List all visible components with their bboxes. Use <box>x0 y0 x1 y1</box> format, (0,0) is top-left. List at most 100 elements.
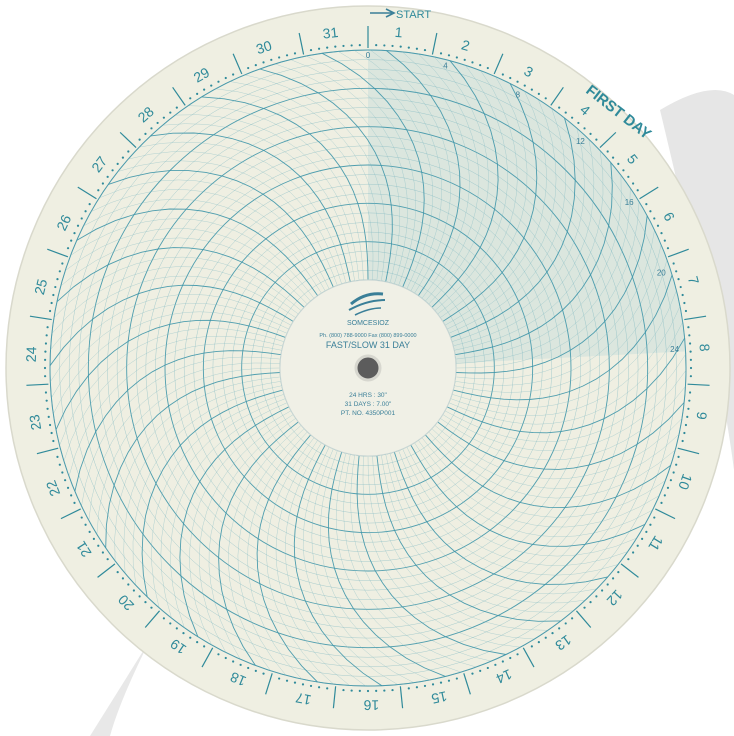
grid-arc <box>99 179 330 290</box>
grid-circle <box>155 155 581 581</box>
day-tick <box>29 315 52 321</box>
rim-dot <box>224 656 227 660</box>
grid-circle <box>174 174 562 562</box>
rim-dot <box>423 48 427 52</box>
grid-circle <box>193 193 543 543</box>
grid-arc <box>50 275 296 350</box>
day-number: 24 <box>23 346 40 362</box>
rim-dot <box>54 285 57 289</box>
rim-dot <box>46 326 49 329</box>
day-tick <box>172 86 186 106</box>
rim-dot <box>672 471 675 474</box>
rim-dot <box>56 278 59 281</box>
day-number: 22 <box>43 478 64 498</box>
grid-arc <box>311 448 414 683</box>
rim-dot <box>106 175 109 178</box>
rim-dot <box>684 309 688 313</box>
grid-arc <box>141 389 283 597</box>
rim-dot <box>399 45 402 48</box>
rim-dot <box>45 334 48 337</box>
rim-dot <box>44 391 48 394</box>
brand-text: SOMCESIOZ <box>347 320 390 327</box>
rim-dot <box>617 162 620 165</box>
rim-dot <box>127 583 130 586</box>
grid-arc <box>448 322 683 425</box>
grid-arc <box>410 444 646 547</box>
rim-dot <box>111 169 114 172</box>
rim-dot <box>326 46 329 49</box>
day-number-ring: 1234567891011121314151617181920212223242… <box>23 24 713 714</box>
grid-arc <box>338 51 434 290</box>
grid-arc <box>50 294 292 382</box>
grid-arc <box>431 60 499 308</box>
rim-dot <box>138 595 141 598</box>
grid-arc <box>398 450 619 576</box>
rim-dot <box>203 88 206 91</box>
rim-dot <box>162 116 165 119</box>
rim-dot <box>583 606 586 609</box>
rim-dot <box>366 689 370 693</box>
day-number: 14 <box>494 666 515 687</box>
spec-line-2: 31 DAYS : 7.00" <box>345 401 392 408</box>
rim-dot <box>479 669 482 672</box>
grid-arc <box>450 306 681 416</box>
rim-dot <box>688 334 691 337</box>
rim-dot <box>571 116 574 119</box>
day-tick <box>655 508 676 520</box>
grid-arc <box>454 244 662 386</box>
day-tick <box>60 508 81 520</box>
rim-dot <box>254 64 257 67</box>
brand-logo <box>348 292 386 316</box>
rim-dot <box>501 660 504 663</box>
rim-dot <box>391 44 394 48</box>
rim-dot <box>681 439 684 443</box>
grid-arc <box>51 266 299 334</box>
rim-dot <box>262 672 265 675</box>
grid-arc <box>139 141 347 283</box>
rim-dot <box>583 127 586 130</box>
day-number: 30 <box>254 37 274 57</box>
grid-arc <box>53 311 288 414</box>
rim-dot <box>463 58 466 61</box>
grid-arc <box>91 189 326 292</box>
grid-arc <box>51 302 290 398</box>
rim-dot <box>486 666 489 670</box>
grid-arc <box>306 55 416 286</box>
rim-dot <box>653 217 656 220</box>
rim-dot <box>415 47 419 50</box>
grid-circle <box>136 136 600 600</box>
day-number: 7 <box>685 274 703 286</box>
grid-arc <box>437 70 518 315</box>
grid-arc <box>237 428 305 676</box>
rim-dot <box>247 666 250 670</box>
rim-dot <box>627 558 630 561</box>
grid-arc <box>421 437 666 518</box>
rim-dot <box>660 232 663 235</box>
rim-dot <box>156 121 159 125</box>
rim-dot <box>46 407 49 410</box>
day-number: 25 <box>31 277 50 296</box>
rim-dot <box>551 632 554 635</box>
rim-dot <box>669 479 672 482</box>
rim-dot <box>44 358 47 361</box>
rim-dot <box>52 439 55 443</box>
highlight-band <box>368 50 686 364</box>
rim-dot <box>350 44 353 47</box>
rim-dot <box>196 641 199 644</box>
grid-circle <box>78 78 658 658</box>
rim-dot <box>278 677 281 680</box>
rim-dot <box>309 48 313 52</box>
grid-arc <box>402 448 628 566</box>
rim-dot <box>224 76 227 80</box>
rim-dot <box>679 285 682 289</box>
grid-circle <box>251 251 485 485</box>
grid-arc <box>424 434 671 509</box>
grid-arc <box>370 49 452 294</box>
grid-arc <box>453 274 673 401</box>
rim-dot <box>479 64 482 67</box>
grid-arc <box>275 440 350 686</box>
rim-dot <box>455 677 458 680</box>
rim-dot <box>169 622 172 625</box>
rim-dot <box>196 92 199 95</box>
rim-dot <box>672 262 675 265</box>
